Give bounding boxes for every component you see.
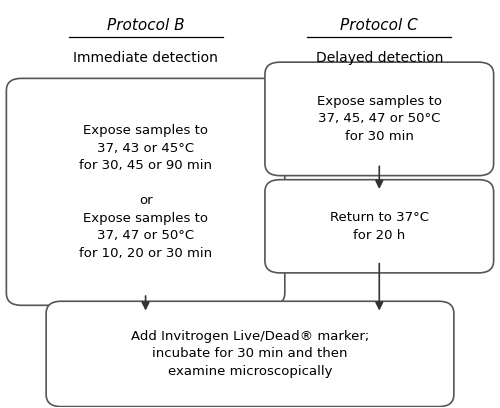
Text: Expose samples to
37, 43 or 45°C
for 30, 45 or 90 min

or
Expose samples to
37, : Expose samples to 37, 43 or 45°C for 30,… — [79, 124, 212, 259]
Text: Delayed detection: Delayed detection — [316, 51, 443, 65]
Text: Return to 37°C
for 20 h: Return to 37°C for 20 h — [330, 211, 429, 242]
Text: Add Invitrogen Live/Dead® marker;
incubate for 30 min and then
examine microscop: Add Invitrogen Live/Dead® marker; incuba… — [131, 330, 369, 378]
Text: Expose samples to
37, 45, 47 or 50°C
for 30 min: Expose samples to 37, 45, 47 or 50°C for… — [317, 95, 442, 143]
FancyBboxPatch shape — [46, 301, 454, 407]
FancyBboxPatch shape — [265, 180, 494, 273]
FancyBboxPatch shape — [6, 78, 285, 305]
Text: Immediate detection: Immediate detection — [73, 51, 218, 65]
Text: Protocol C: Protocol C — [340, 18, 418, 33]
FancyBboxPatch shape — [265, 62, 494, 175]
Text: Protocol B: Protocol B — [107, 18, 184, 33]
